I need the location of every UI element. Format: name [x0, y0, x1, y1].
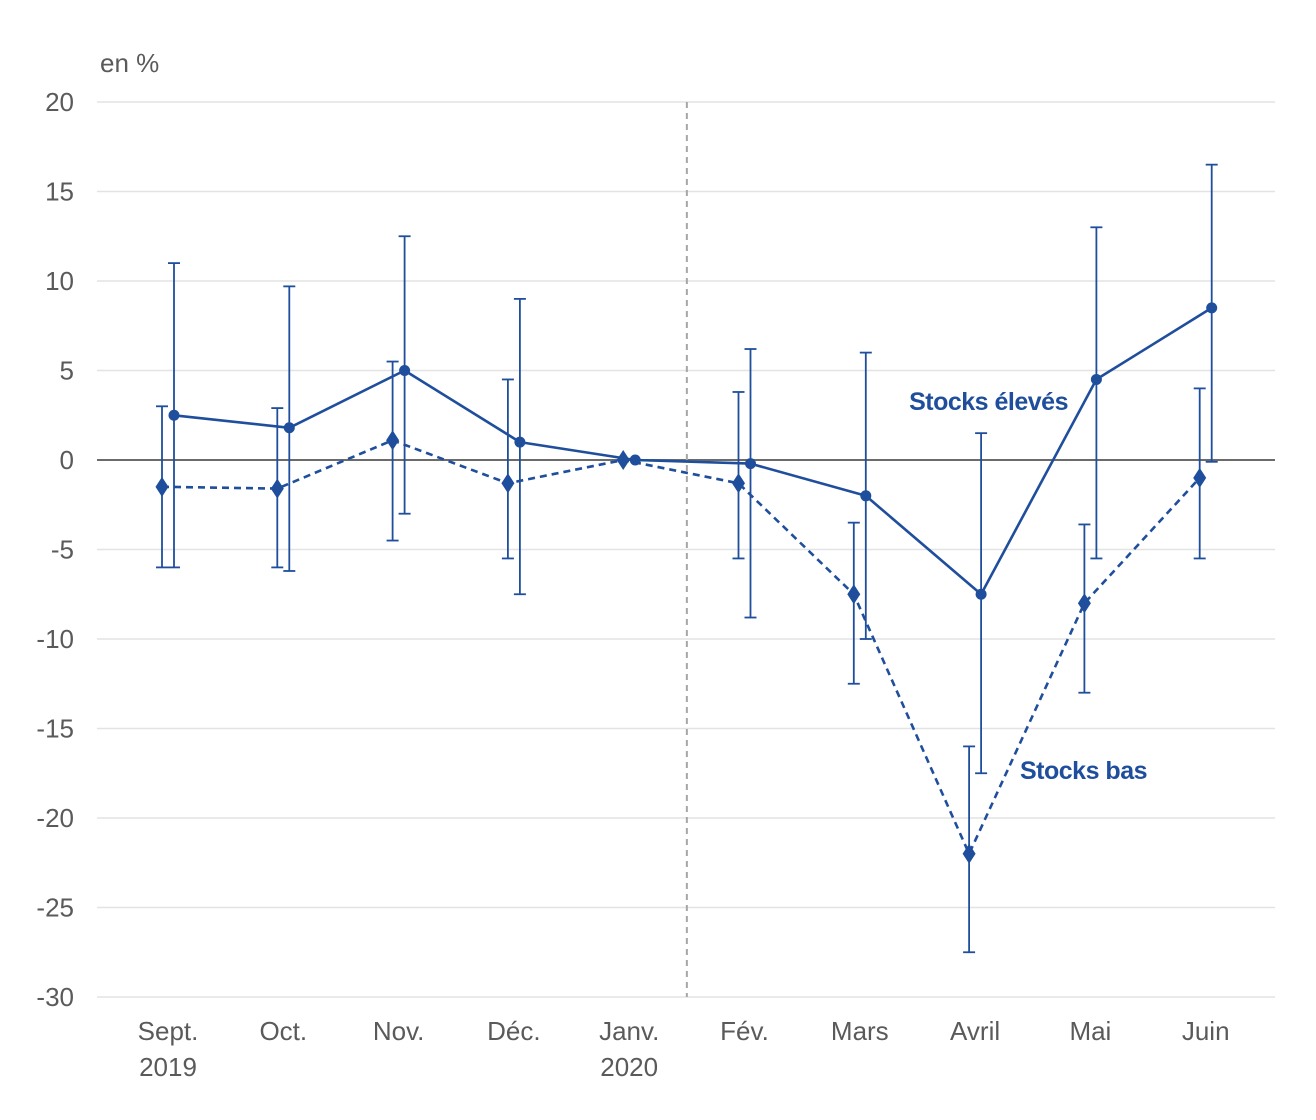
- data-point: [501, 473, 515, 494]
- y-tick-label: -30: [36, 982, 74, 1012]
- x-tick-label: 2019: [139, 1052, 197, 1082]
- x-tick-label: Janv.: [599, 1016, 659, 1046]
- data-point: [1193, 467, 1207, 488]
- x-tick-label: Sept.: [138, 1016, 199, 1046]
- y-tick-label: 0: [60, 445, 74, 475]
- y-tick-label: -15: [36, 714, 74, 744]
- y-tick-label: 20: [45, 87, 74, 117]
- data-point: [386, 430, 400, 451]
- x-tick-label: Avril: [950, 1016, 1000, 1046]
- data-point: [975, 588, 987, 600]
- data-point: [155, 476, 169, 497]
- data-point: [860, 490, 872, 502]
- series-lines: [161, 306, 1213, 856]
- x-axis-ticks: Sept. 2019 Oct. Nov. Déc. Janv. 2020 Fév. Mars Av…: [138, 1016, 1230, 1082]
- data-point: [1206, 302, 1218, 314]
- y-tick-label: -20: [36, 803, 74, 833]
- x-tick-label: Mars: [831, 1016, 889, 1046]
- series-labels: Stocks élevés Stocks bas: [909, 388, 1147, 785]
- data-point: [745, 458, 756, 470]
- series-line: [161, 439, 1201, 856]
- series-label: Stocks bas: [1020, 757, 1147, 785]
- data-point: [283, 422, 295, 434]
- data-point: [847, 584, 861, 605]
- x-tick-label: Déc.: [487, 1016, 540, 1046]
- y-tick-label: -25: [36, 893, 74, 923]
- data-point: [1077, 593, 1091, 614]
- data-point: [732, 473, 745, 494]
- y-tick-label: 5: [60, 356, 74, 386]
- y-tick-label: -5: [51, 535, 74, 565]
- series-label: Stocks élevés: [909, 388, 1068, 416]
- data-point: [399, 365, 411, 376]
- series-line: [173, 306, 1213, 596]
- data-point: [270, 478, 284, 499]
- data-point: [1090, 373, 1102, 385]
- x-tick-label: Mai: [1069, 1016, 1111, 1046]
- y-tick-label: 15: [45, 177, 74, 207]
- series-markers: [155, 302, 1218, 864]
- x-tick-label: Fév.: [720, 1016, 769, 1046]
- x-tick-label: 2020: [600, 1052, 658, 1082]
- data-point: [616, 450, 630, 470]
- x-tick-label: Oct.: [259, 1016, 307, 1046]
- y-tick-label: -10: [36, 624, 74, 654]
- data-point: [962, 843, 976, 864]
- y-tick-label: 10: [45, 266, 74, 296]
- data-point: [514, 436, 526, 448]
- x-tick-label: Nov.: [373, 1016, 425, 1046]
- data-point: [168, 409, 180, 421]
- y-axis-ticks: 20 15 10 5 0 -5 -10 -15 -20 -25 -30: [36, 87, 74, 1012]
- data-point: [629, 454, 641, 466]
- x-tick-label: Juin: [1182, 1016, 1230, 1046]
- y-unit-label: en %: [100, 48, 159, 78]
